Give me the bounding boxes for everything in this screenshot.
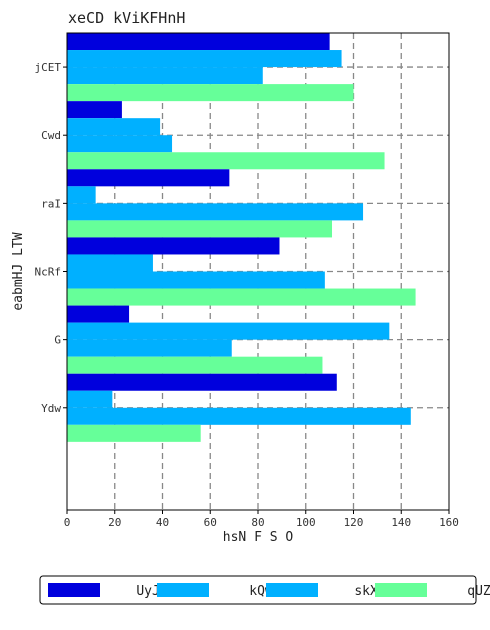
bar — [67, 288, 416, 306]
bar — [67, 84, 354, 102]
x-tick-label: 0 — [64, 516, 71, 529]
x-tick-label: 160 — [439, 516, 459, 529]
ticks: 0 20 40 60 80 100 120 140 160 jCET Cwd raI NcRf G Ydw — [35, 61, 459, 529]
bar — [67, 271, 325, 289]
bar — [67, 67, 263, 85]
legend-label: qUZ — [467, 584, 490, 599]
bar — [67, 101, 122, 119]
bar — [67, 373, 337, 391]
y-tick-label: G — [54, 334, 61, 347]
bar — [67, 118, 161, 136]
chart-title: xeCD kViKFHnH — [68, 9, 185, 27]
legend-swatch — [48, 583, 100, 597]
bar — [67, 203, 364, 221]
x-tick-label: 20 — [108, 516, 121, 529]
legend-swatch — [157, 583, 209, 597]
bar — [67, 220, 333, 238]
x-tick-label: 100 — [296, 516, 316, 529]
bar — [67, 305, 130, 323]
bar — [67, 339, 232, 357]
y-tick-label: Cwd — [41, 129, 61, 142]
bar — [67, 186, 96, 204]
bar — [67, 50, 342, 68]
legend: UyJb kQw skXT qUZ — [39, 575, 490, 605]
bar — [67, 33, 330, 51]
bar — [67, 135, 173, 153]
legend-swatch — [375, 583, 427, 597]
legend-swatch — [266, 583, 318, 597]
x-axis-title: hsN F S O — [223, 530, 294, 545]
bar — [67, 169, 230, 187]
y-axis-title: eabmHJ LTW — [11, 232, 26, 310]
bar — [67, 407, 411, 425]
bars — [67, 33, 416, 442]
bar — [67, 390, 113, 408]
x-tick-label: 140 — [391, 516, 411, 529]
x-tick-label: 60 — [204, 516, 217, 529]
bar — [67, 254, 153, 272]
bar — [67, 237, 280, 255]
bar — [67, 322, 390, 340]
x-tick-label: 120 — [344, 516, 364, 529]
bar — [67, 424, 201, 442]
y-tick-label: jCET — [35, 61, 62, 74]
y-tick-label: NcRf — [35, 266, 62, 279]
bar — [67, 356, 323, 374]
y-tick-label: Ydw — [41, 402, 61, 415]
x-tick-label: 40 — [156, 516, 169, 529]
x-tick-label: 80 — [251, 516, 264, 529]
y-tick-label: raI — [41, 197, 61, 210]
legend-box — [39, 575, 477, 605]
bar — [67, 152, 385, 170]
